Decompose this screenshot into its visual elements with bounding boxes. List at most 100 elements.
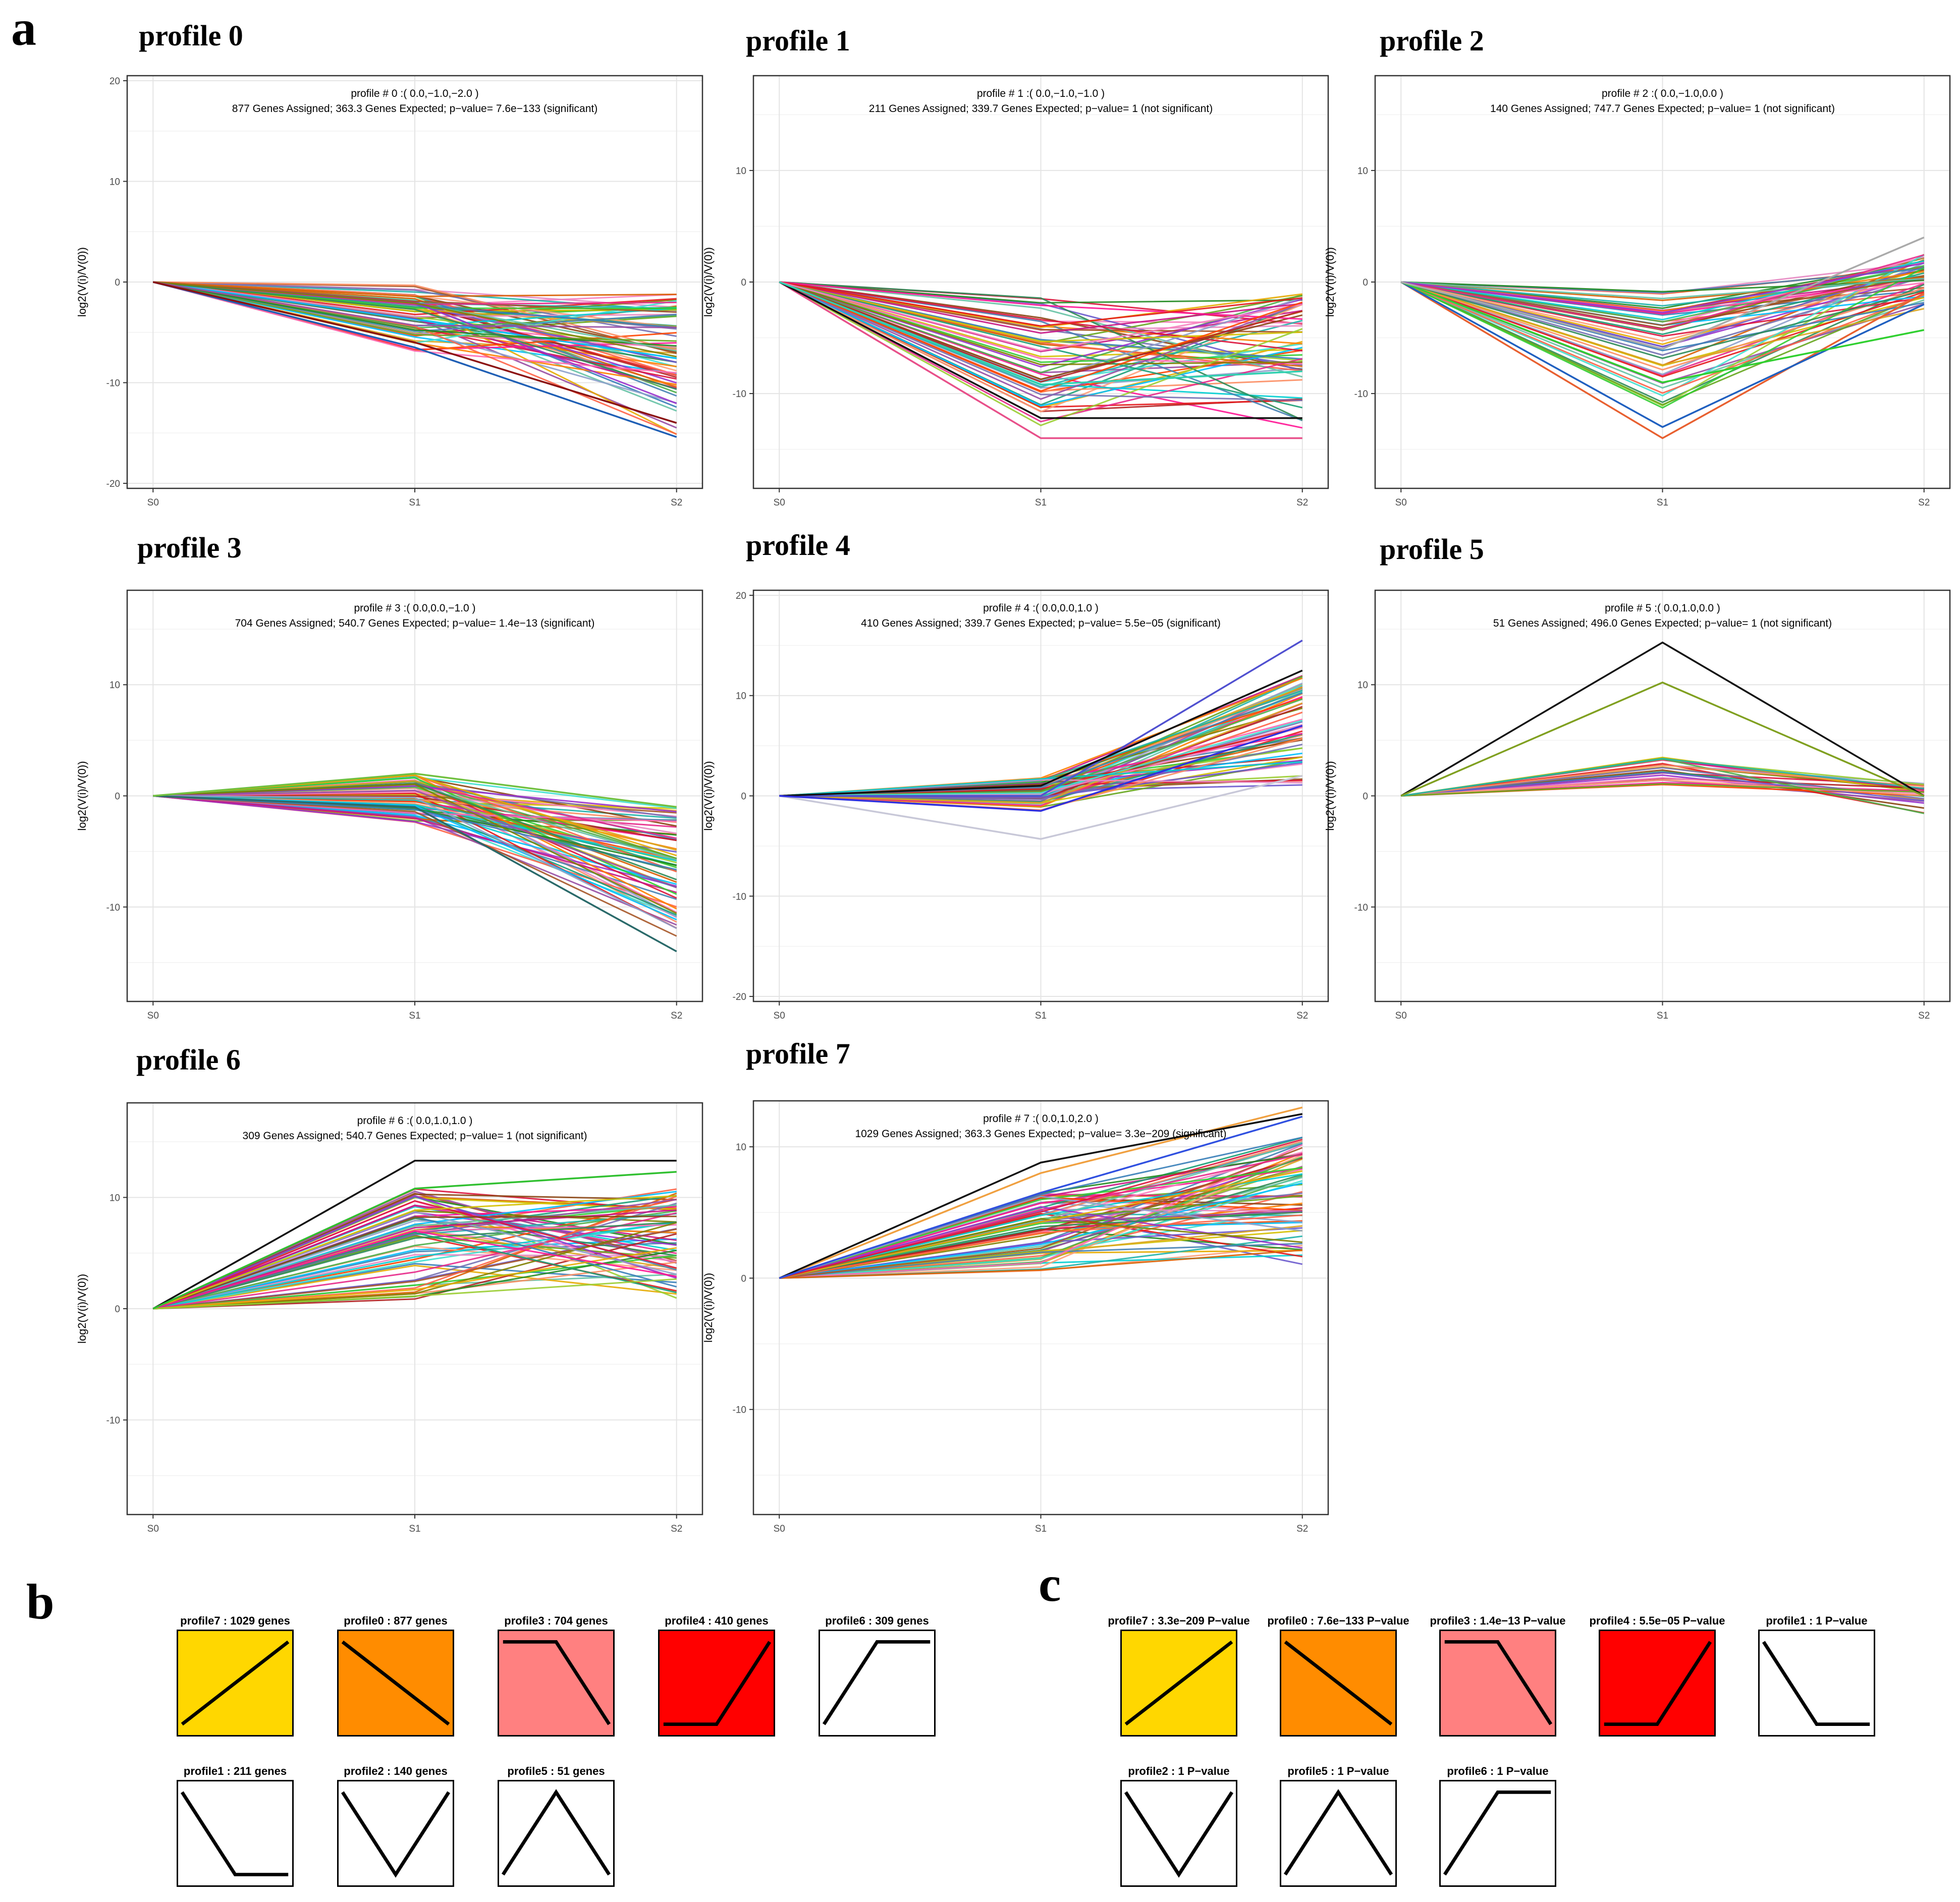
series-group — [779, 1106, 1303, 1279]
series-line-dark-down — [152, 281, 677, 424]
series-line — [153, 1212, 677, 1310]
summary-profile-box — [498, 1780, 615, 1887]
y-tick-label: -10 — [1354, 389, 1368, 400]
series-line — [152, 1195, 677, 1310]
series-line — [153, 784, 677, 914]
y-tick-label: 10 — [1357, 680, 1368, 691]
x-tick-label: S1 — [1035, 497, 1047, 508]
series-line — [153, 281, 677, 347]
summary-profile-trend — [1762, 1641, 1870, 1726]
series-line-deepest — [779, 281, 1302, 439]
profile-chart: profile # 1 :( 0.0,−1.0,−1.0 ) 211 Genes … — [702, 75, 1329, 508]
y-tick-label: 0 — [741, 792, 746, 802]
y-tick-label: 10 — [736, 1142, 746, 1153]
series-line — [779, 281, 1303, 421]
chart-subtitle-line1: profile # 7 :( 0.0,1.0,2.0 ) — [983, 1113, 1099, 1125]
series-line — [779, 281, 1302, 366]
profile-chart: profile # 6 :( 0.0,1.0,1.0 ) 309 Genes As… — [76, 1102, 703, 1534]
y-tick-label: 0 — [115, 277, 120, 288]
profile-title: profile 3 — [137, 531, 242, 564]
series-line — [152, 1195, 677, 1310]
series-line-blue-top — [779, 1115, 1303, 1279]
chart-subtitle-line1: profile # 0 :( 0.0,−1.0,−2.0 ) — [351, 88, 478, 99]
series-line — [1400, 281, 1925, 394]
profile-title: profile 6 — [136, 1043, 241, 1076]
series-line — [1401, 767, 1924, 800]
series-line — [153, 281, 677, 328]
series-line — [779, 1147, 1303, 1279]
summary-profile-trend — [1604, 1641, 1712, 1726]
summary-profile-trend — [181, 1640, 290, 1726]
summary-profile-box — [1120, 1780, 1237, 1887]
series-line — [153, 281, 677, 351]
summary-profile-trend — [1124, 1640, 1233, 1726]
x-tick-label: S0 — [1395, 497, 1407, 508]
y-tick-label: 20 — [736, 591, 746, 601]
summary-label: profile0 : 877 genes — [344, 1614, 448, 1627]
series-line-blue — [1400, 281, 1925, 428]
summary-trend-line — [663, 1641, 772, 1726]
x-tick-label: S1 — [1657, 497, 1668, 508]
summary-profile-box — [1758, 1630, 1875, 1737]
series-line — [1401, 771, 1924, 802]
summary-trend-line — [501, 1789, 611, 1876]
y-axis-label: log2(V(i)/V(0)) — [76, 247, 88, 317]
series-line — [1401, 262, 1925, 314]
profile-title: profile 5 — [1380, 533, 1484, 566]
summary-trend-line — [1284, 1640, 1393, 1726]
summary-profile-box — [1280, 1780, 1397, 1887]
series-line — [779, 1170, 1303, 1279]
summary-label: profile3 : 1.4e−13 P−value — [1430, 1614, 1566, 1627]
x-tick-label: S1 — [409, 1524, 420, 1534]
chart-subtitle-line2: 410 Genes Assigned; 339.7 Genes Expected… — [861, 618, 1221, 629]
y-tick-label: 20 — [110, 76, 120, 87]
series-line — [779, 281, 1303, 409]
series-line — [779, 281, 1303, 392]
series-line-black-up — [779, 669, 1303, 797]
summary-profile-trend — [501, 1789, 611, 1876]
summary-label: profile5 : 1 P−value — [1287, 1765, 1389, 1777]
y-axis-label: log2(V(i)/V(0)) — [702, 1273, 715, 1342]
summary-label: profile1 : 1 P−value — [1766, 1614, 1868, 1627]
summary-profile-box — [1120, 1630, 1237, 1737]
summary-label: profile1 : 211 genes — [183, 1765, 287, 1777]
summary-trend-line — [1124, 1640, 1233, 1726]
summary-profile-trend — [1124, 1791, 1234, 1878]
series-group — [153, 772, 677, 953]
series-line — [152, 1221, 677, 1310]
chart-subtitle-line2: 704 Genes Assigned; 540.7 Genes Expected… — [235, 618, 595, 629]
y-tick-label: -10 — [106, 378, 120, 389]
series-line — [779, 281, 1303, 426]
y-tick-label: 0 — [115, 1304, 120, 1315]
y-axis-label: log2(V(i)/V(0)) — [702, 761, 715, 830]
series-line — [779, 281, 1302, 352]
y-tick-label: -10 — [733, 389, 746, 400]
profile-chart: profile # 3 :( 0.0,0.0,−1.0 ) 704 Genes A… — [76, 589, 703, 1021]
series-line — [1400, 281, 1925, 389]
x-tick-label: S0 — [147, 497, 159, 508]
series-line — [779, 1144, 1303, 1279]
chart-subtitle-line1: profile # 5 :( 0.0,1.0,0.0 ) — [1605, 602, 1720, 614]
x-tick-label: S2 — [1918, 497, 1930, 508]
summary-trend-line — [180, 1791, 289, 1877]
series-group — [152, 281, 677, 438]
y-axis-label: log2(V(i)/V(0)) — [76, 1274, 88, 1344]
series-line — [1400, 281, 1925, 371]
x-tick-label: S2 — [671, 1011, 682, 1021]
series-line — [779, 281, 1303, 378]
series-line-green — [1400, 281, 1925, 383]
series-line — [152, 1254, 677, 1310]
series-line — [779, 702, 1303, 804]
profile-title: profile 2 — [1380, 24, 1484, 57]
chart-subtitle-line1: profile # 3 :( 0.0,0.0,−1.0 ) — [354, 602, 475, 614]
series-line — [1400, 254, 1925, 397]
series-line — [1401, 758, 1924, 797]
summary-trend-line — [822, 1640, 931, 1725]
series-line-black-peak — [1400, 641, 1925, 797]
series-line — [153, 1221, 677, 1310]
series-line-max-down — [152, 281, 677, 438]
profile-title: profile 4 — [746, 529, 850, 562]
x-tick-label: S2 — [1918, 1011, 1930, 1021]
series-line — [779, 281, 1303, 374]
summary-label: profile7 : 1029 genes — [180, 1614, 290, 1627]
